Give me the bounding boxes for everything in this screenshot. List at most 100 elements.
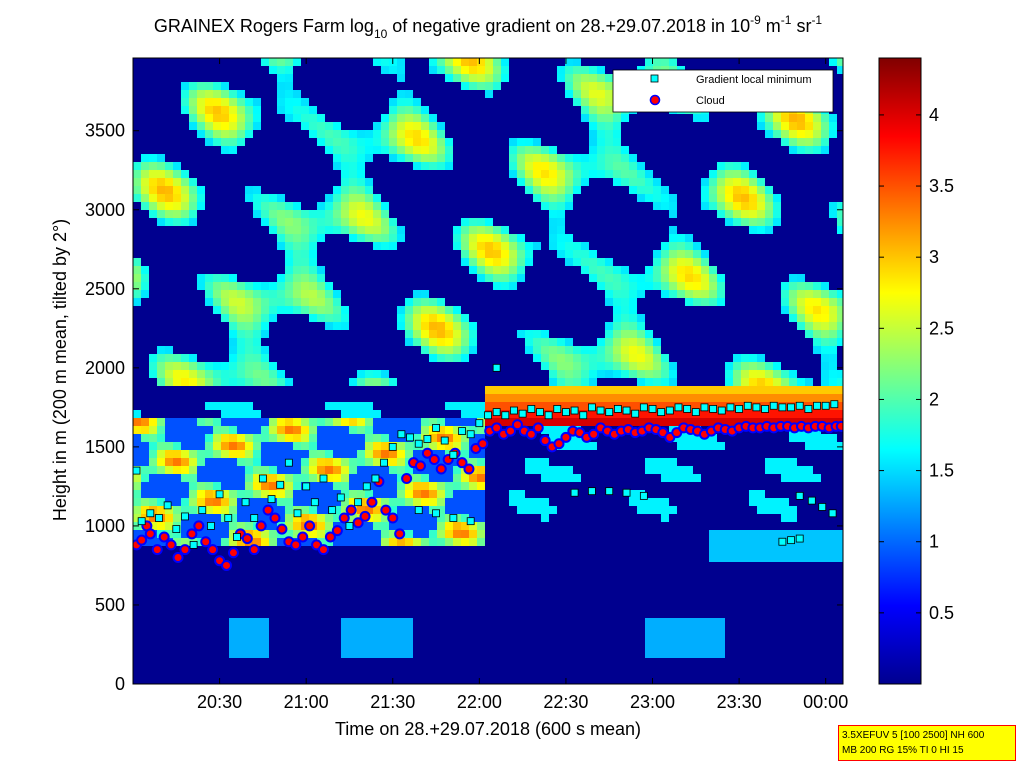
heatmap-cell [453,74,461,82]
heatmap-cell [589,170,597,178]
heatmap-cell [573,346,581,354]
heatmap-cell [381,218,389,226]
heatmap-cell [437,162,445,170]
heatmap-cell [405,122,413,130]
heatmap-cell [397,626,405,634]
heatmap-cell [285,74,293,82]
heatmap-cell [549,154,557,162]
heatmap-cell [837,338,843,346]
heatmap-cell [357,466,365,474]
heatmap-cell [709,538,717,546]
heatmap-cell [765,202,773,210]
heatmap-cell [781,474,789,482]
heatmap-cell [285,250,293,258]
heatmap-cell [749,410,757,418]
heatmap-cell [741,202,749,210]
heatmap-cell [285,82,293,90]
heatmap-cell [837,402,843,410]
heatmap-cell [557,394,565,402]
heatmap-cell [253,114,261,122]
heatmap-cell [717,538,725,546]
heatmap-cell [549,386,557,394]
heatmap-cell [685,242,693,250]
heatmap-cell [501,226,509,234]
heatmap-cell [325,210,333,218]
heatmap-cell [413,154,421,162]
heatmap-cell [525,330,533,338]
heatmap-cell [133,450,141,458]
gradient-minimum-point [501,411,510,420]
heatmap-cell [437,130,445,138]
heatmap-cell [477,426,485,434]
cloud-point [248,544,260,556]
heatmap-cell [517,234,525,242]
heatmap-cell [701,442,709,450]
heatmap-cell [389,130,397,138]
heatmap-cell [661,354,669,362]
heatmap-cell [541,418,549,426]
heatmap-cell [605,370,613,378]
heatmap-cell [677,410,685,418]
heatmap-cell [605,290,613,298]
heatmap-cell [517,258,525,266]
heatmap-cell [493,402,501,410]
heatmap-cell [661,282,669,290]
heatmap-cell [453,498,461,506]
heatmap-cell [309,242,317,250]
heatmap-cell [349,650,357,658]
heatmap-cell [837,330,843,338]
heatmap-cell [173,426,181,434]
gradient-minimum-point [354,498,363,507]
heatmap-cell [157,202,165,210]
heatmap-cell [309,434,317,442]
y-tick-label: 2500 [85,279,125,299]
heatmap-cell [773,218,781,226]
heatmap-cell [661,626,669,634]
heatmap-cell [277,442,285,450]
heatmap-cell [501,386,509,394]
heatmap-cell [469,506,477,514]
heatmap-cell [653,202,661,210]
heatmap-cell [637,330,645,338]
heatmap-cell [509,274,517,282]
heatmap-cell [229,434,237,442]
heatmap-cell [141,450,149,458]
heatmap-cell [341,506,349,514]
heatmap-cell [629,322,637,330]
heatmap-cell [309,282,317,290]
heatmap-cell [309,114,317,122]
heatmap-cell [221,90,229,98]
heatmap-cell [421,138,429,146]
gradient-minimum-point [709,405,718,413]
heatmap-cell [205,458,213,466]
gradient-minimum-point [380,458,388,467]
heatmap-cell [141,426,149,434]
heatmap-cell [357,162,365,170]
info-line-2: MB 200 RG 15% TI 0 HI 15 [842,745,964,756]
heatmap-cell [365,538,373,546]
heatmap-cell [381,466,389,474]
heatmap-cell [757,378,765,386]
heatmap-cell [693,290,701,298]
heatmap-cell [445,74,453,82]
heatmap-cell [133,490,141,498]
heatmap-cell [421,442,429,450]
heatmap-cell [285,466,293,474]
heatmap-cell [253,298,261,306]
heatmap-cell [253,418,261,426]
heatmap-cell [821,410,829,418]
heatmap-cell [725,178,733,186]
heatmap-cell [141,466,149,474]
heatmap-cell [765,530,773,538]
cloud-point [172,552,184,564]
heatmap-cell [293,482,301,490]
gradient-minimum-point [440,436,449,445]
heatmap-cell [749,546,757,554]
heatmap-cell [725,170,733,178]
heatmap-cell [349,530,357,538]
heatmap-cell [453,426,461,434]
heatmap-cell [533,402,541,410]
heatmap-cell [821,130,829,138]
heatmap-cell [357,234,365,242]
heatmap-cell [765,538,773,546]
